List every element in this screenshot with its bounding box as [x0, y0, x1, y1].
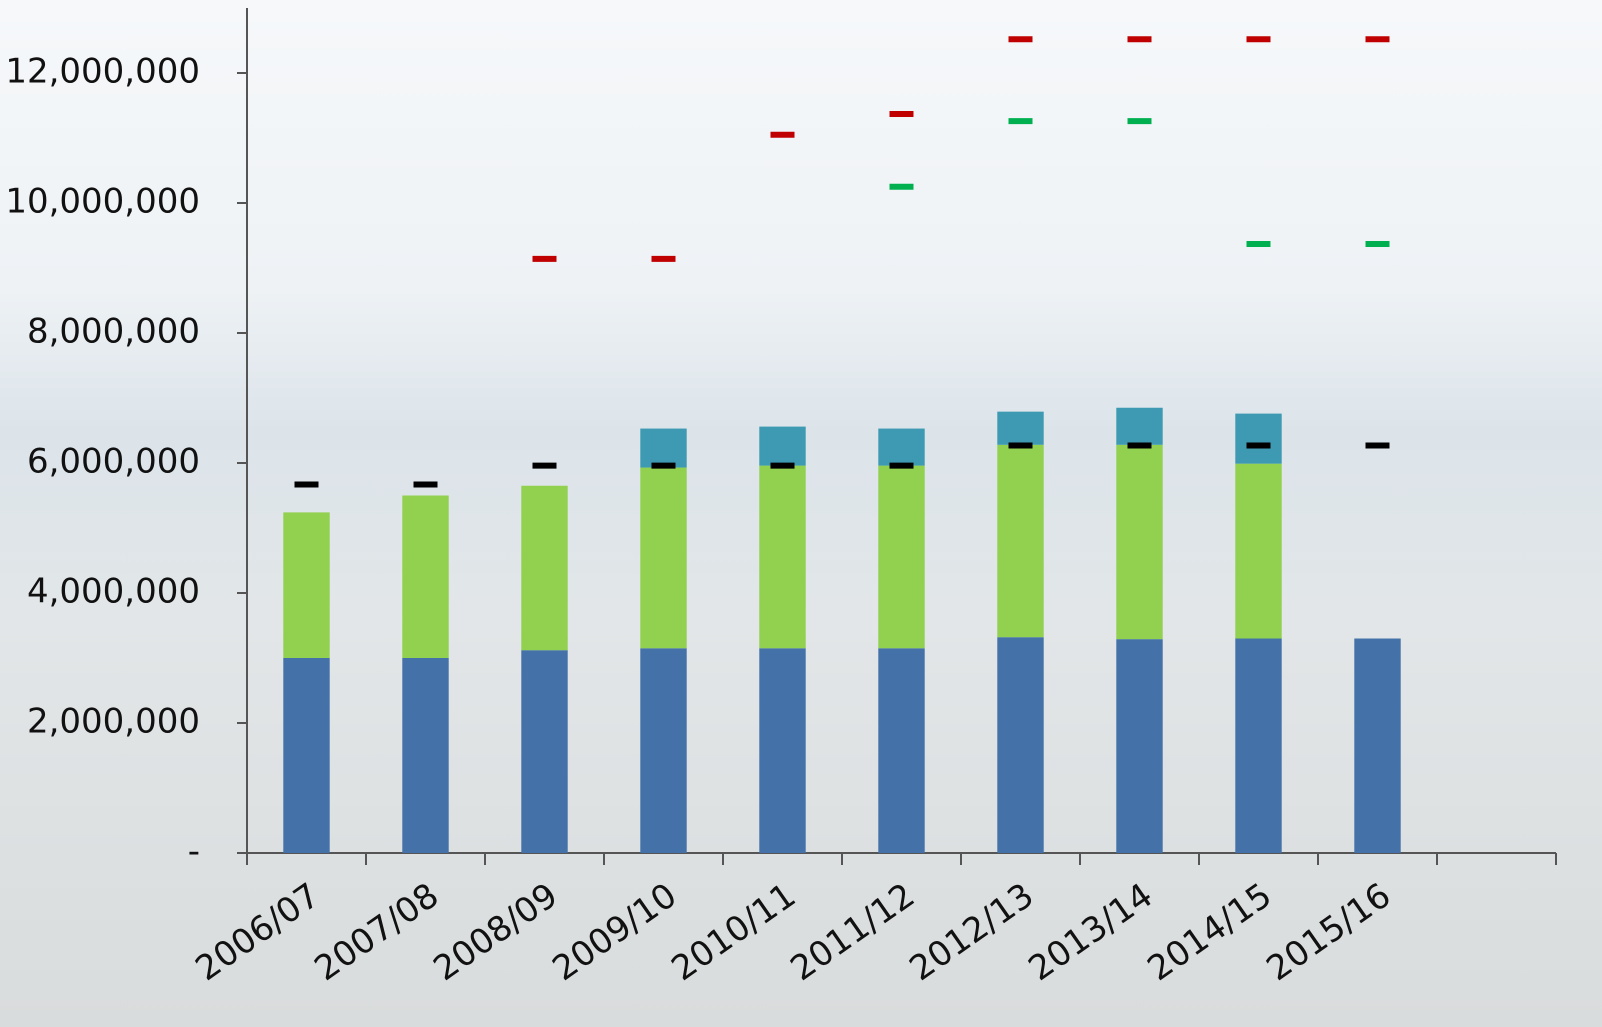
bar-segment: [997, 637, 1044, 853]
bar-segment: [997, 411, 1044, 445]
bar-segment: [878, 648, 925, 853]
bar-segment: [283, 512, 330, 658]
y-tick-label: -: [188, 832, 200, 872]
bar-segment: [640, 467, 687, 649]
bar-segment: [640, 428, 687, 468]
bar-segment: [1354, 638, 1401, 853]
bar-segment: [1116, 639, 1163, 853]
y-tick-label: 10,000,000: [5, 182, 200, 222]
bar-segment: [640, 648, 687, 853]
bar-segment: [283, 658, 330, 853]
bar-segment: [759, 426, 806, 466]
bar-segment: [878, 428, 925, 466]
bar-segment: [878, 465, 925, 649]
y-tick-label: 12,000,000: [5, 52, 200, 92]
bar-segment: [1116, 407, 1163, 445]
bar-segment: [1116, 444, 1163, 640]
y-tick-label: 4,000,000: [27, 572, 200, 612]
bar-segment: [521, 650, 568, 853]
bar-segment: [1235, 638, 1282, 853]
bar-segment: [521, 485, 568, 651]
bar-segment: [759, 648, 806, 853]
bar-segment: [759, 465, 806, 649]
bar-segment: [402, 495, 449, 658]
bar-segment: [1235, 463, 1282, 639]
y-tick-label: 8,000,000: [27, 312, 200, 352]
y-tick-label: 2,000,000: [27, 702, 200, 742]
bar-segment: [997, 444, 1044, 638]
bar-segment: [402, 658, 449, 853]
y-tick-label: 6,000,000: [27, 442, 200, 482]
bar-segment: [1235, 413, 1282, 464]
